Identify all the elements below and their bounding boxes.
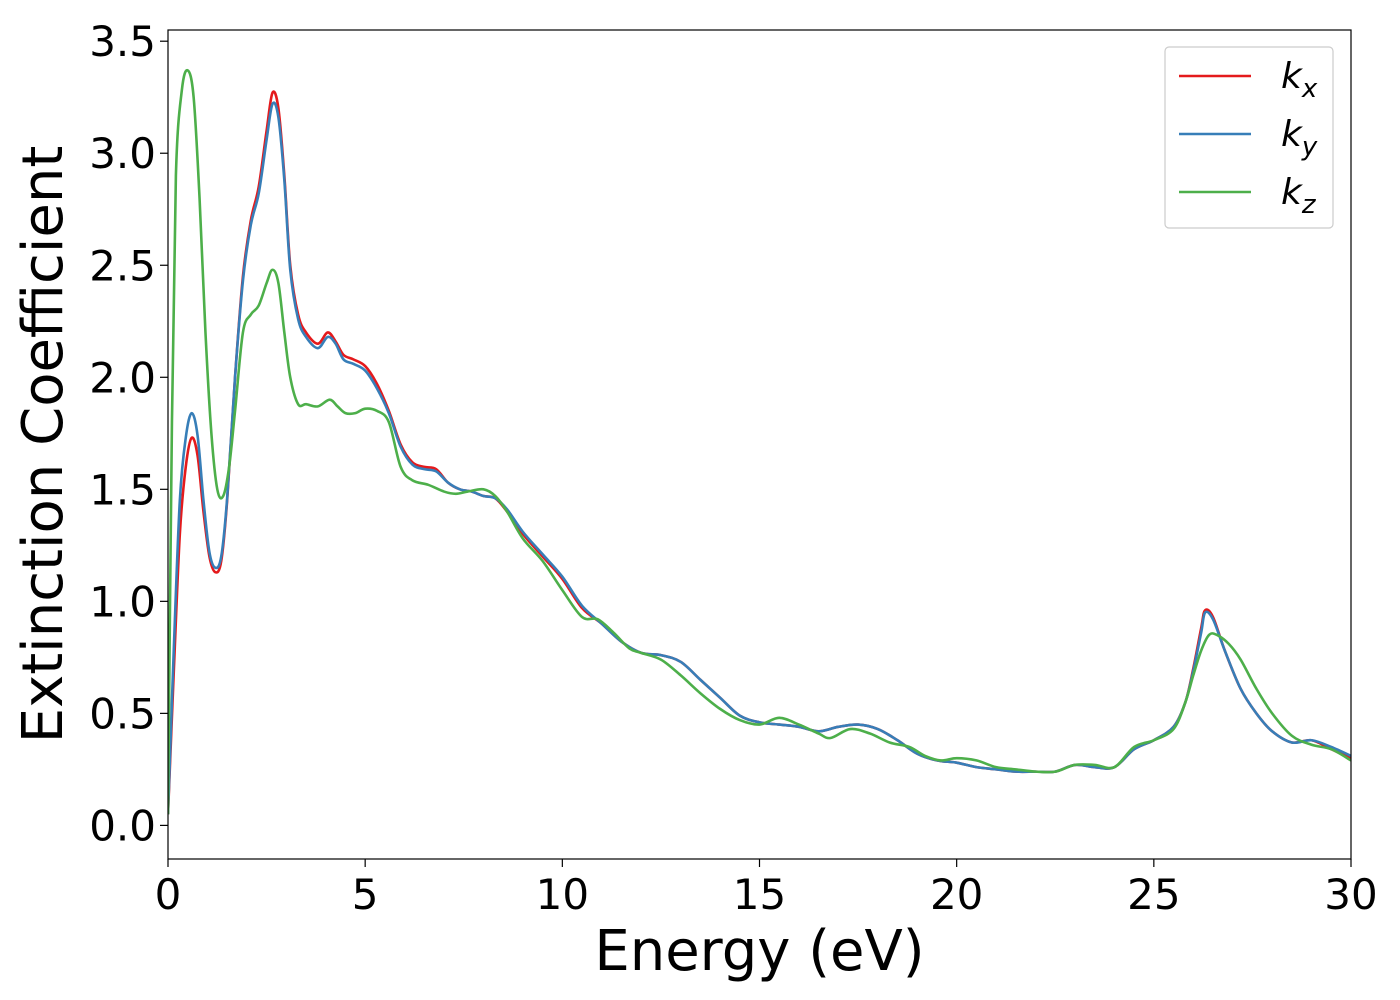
x-tick-label: 30: [1324, 870, 1377, 919]
x-tick-label: 5: [352, 870, 379, 919]
x-tick-label: 20: [930, 870, 983, 919]
legend-box: [1164, 46, 1334, 229]
series-line-kz: [168, 68, 1351, 815]
x-tick-label: 0: [155, 870, 182, 919]
legend: kx ky kz: [1164, 46, 1334, 229]
y-tick-label: 1.0: [89, 577, 156, 626]
y-tick-label: 0.5: [89, 689, 156, 738]
y-tick-label: 0.0: [89, 801, 156, 850]
y-tick-label: 1.5: [89, 465, 156, 514]
y-tick-label: 3.5: [89, 17, 156, 66]
x-tick-label: 10: [536, 870, 589, 919]
x-axis-label: Energy (eV): [594, 919, 924, 984]
y-tick-label: 2.5: [89, 241, 156, 290]
y-axis-label: Extinction Coefficient: [11, 146, 76, 744]
y-tick-label: 3.0: [89, 129, 156, 178]
y-tick-label: 2.0: [89, 353, 156, 402]
axis-ticks: 0 5 10 15 20 25 30 0.0 0.5 1.0 1.5 2.0 2.5 3.0 3.5: [89, 17, 1378, 919]
series-lines: [168, 68, 1351, 815]
legend-label: kx: [1281, 56, 1318, 104]
x-tick-label: 15: [733, 870, 786, 919]
x-tick-label: 25: [1127, 870, 1180, 919]
series-line-ky: [168, 101, 1351, 815]
legend-label: kz: [1281, 172, 1317, 220]
legend-label: ky: [1281, 114, 1318, 162]
